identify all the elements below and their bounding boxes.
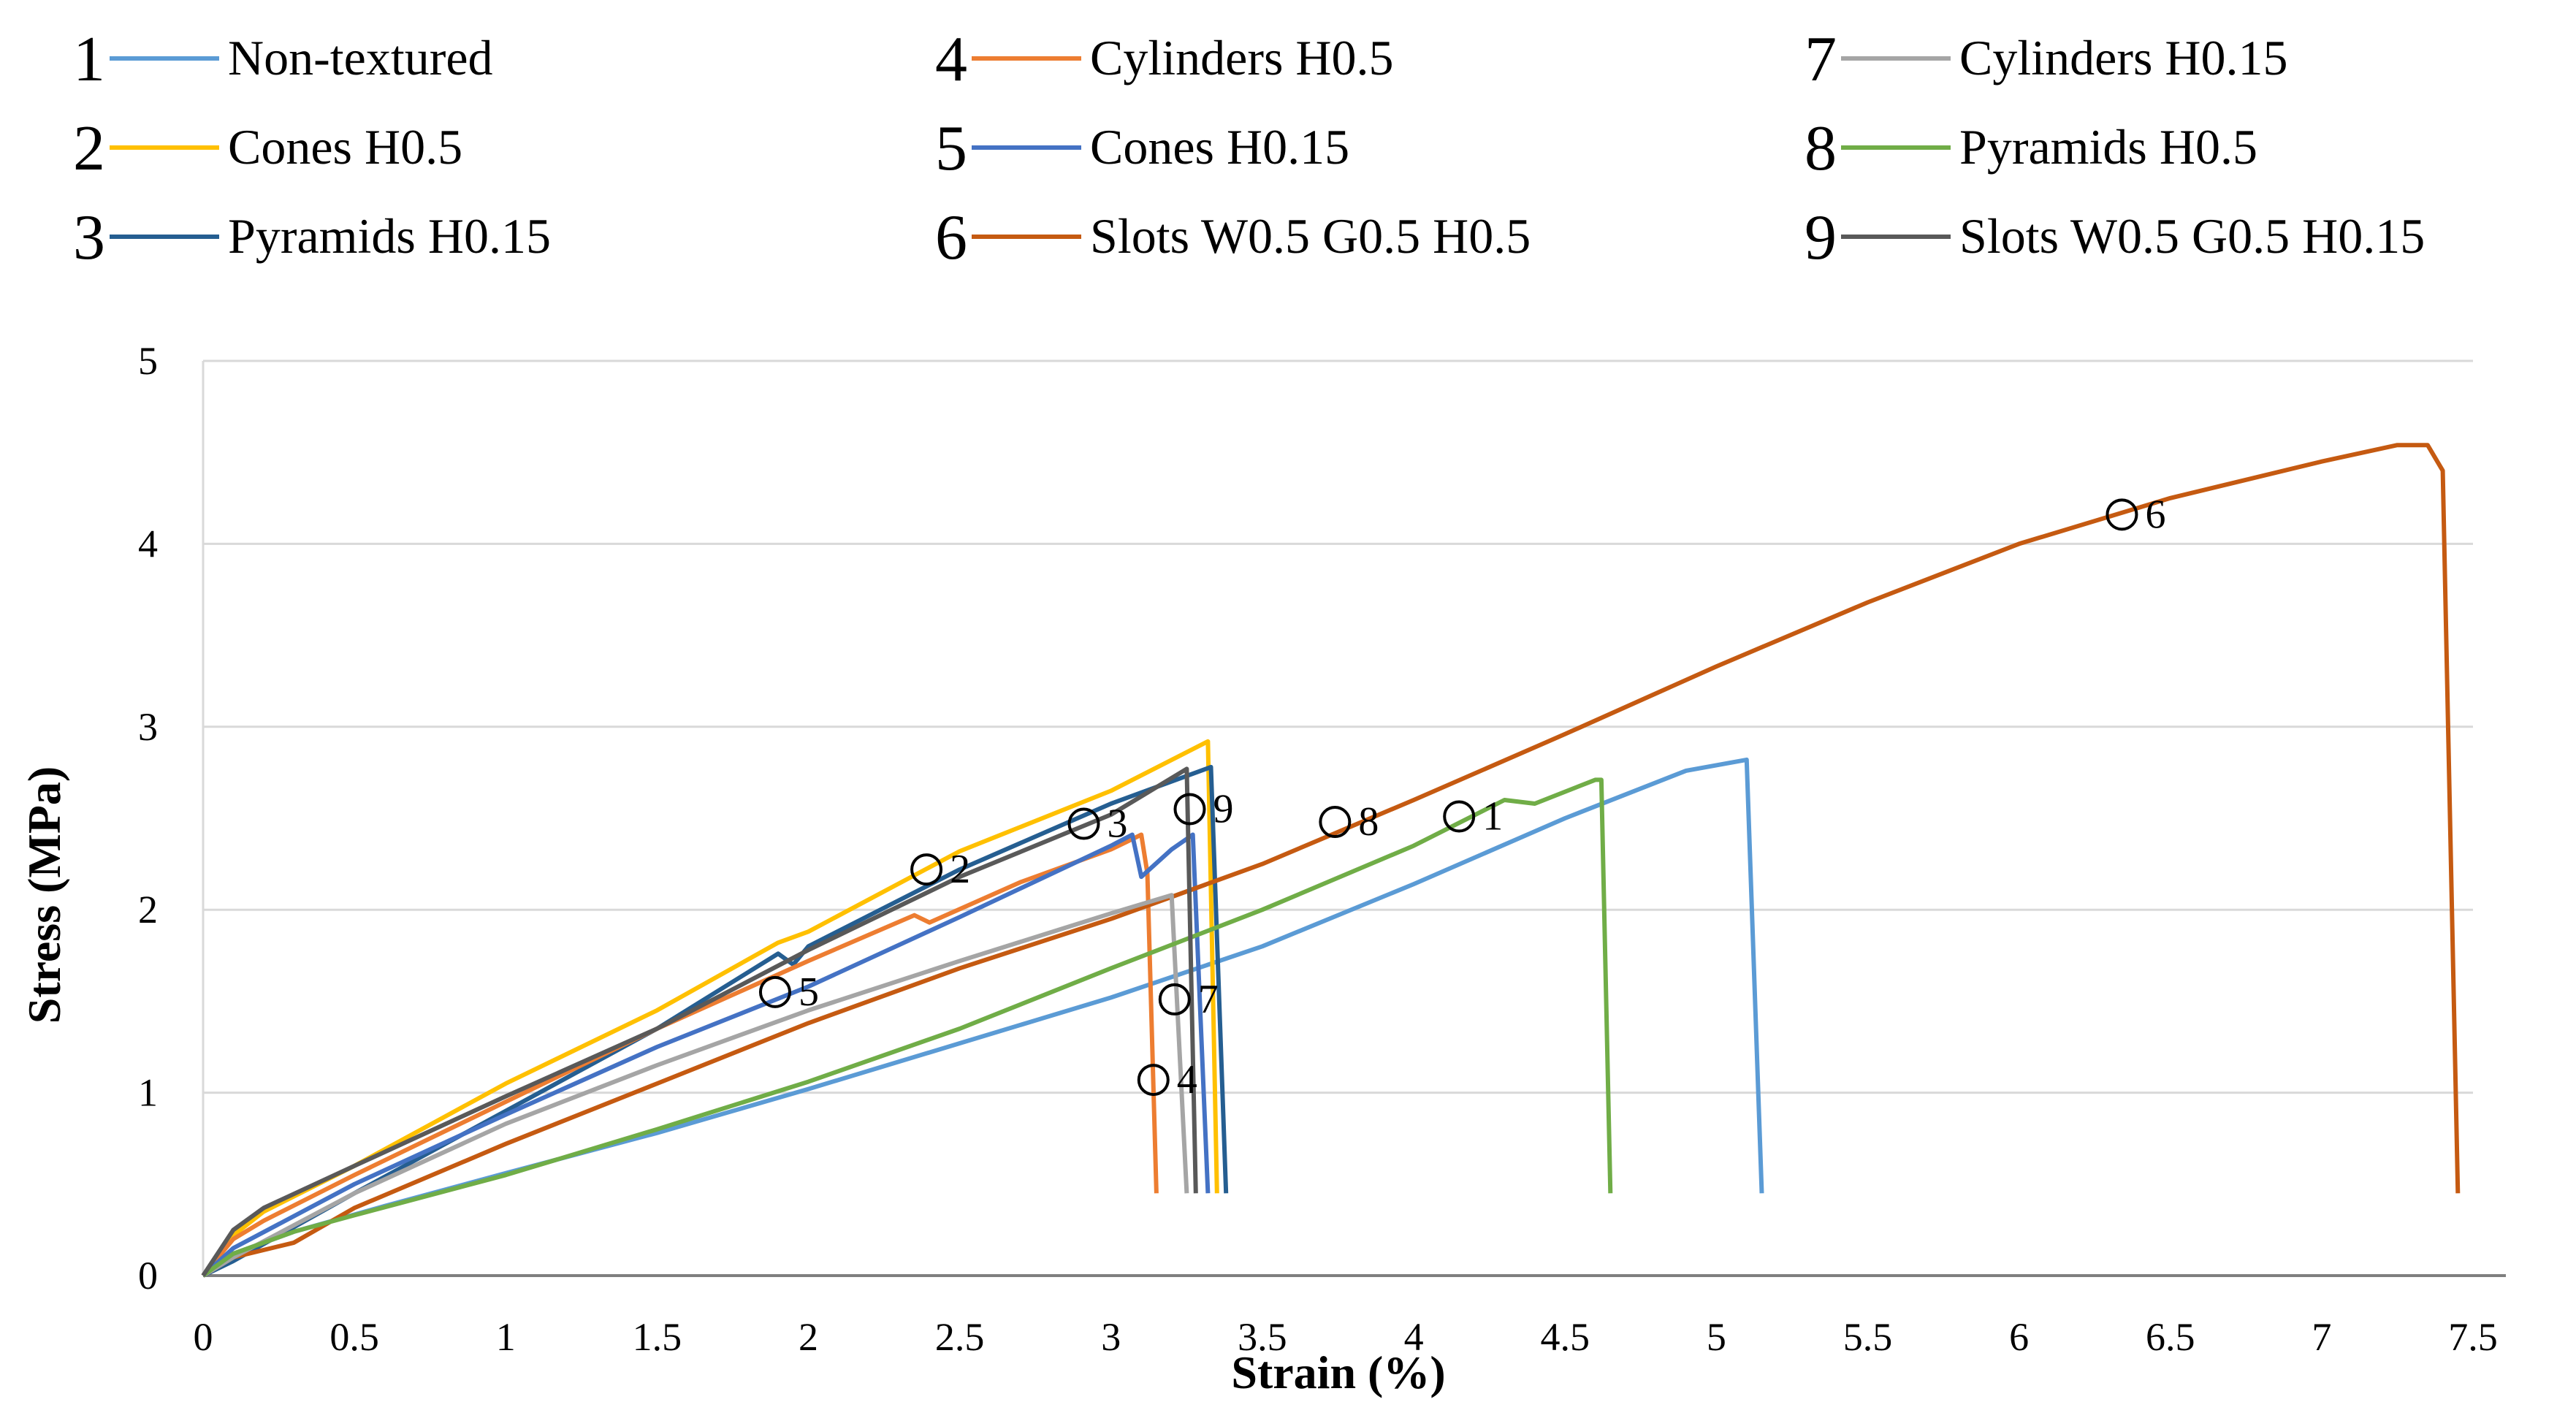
series-marker-3: [1067, 807, 1100, 840]
legend-number-2: 2: [73, 113, 105, 184]
series-line-7: [202, 893, 1189, 1278]
series-marker-label-3: 3: [1108, 801, 1128, 847]
x-tick-label: 5: [1707, 1315, 1726, 1359]
x-tick-label: 7.5: [2448, 1315, 2498, 1359]
axes: 0 1 2 3 4 5 0 0.5 1 1.5 2 2.5 3 3.5 4 4.5 5 5.5 6 6.5 7 7.5: [138, 339, 2506, 1359]
series-marker-label-6: 6: [2145, 492, 2165, 537]
markers-group: 1 2 3 4 5 6 7 8 9: [758, 492, 2165, 1102]
series-marker-9: [1173, 793, 1206, 826]
series-line-4: [201, 832, 1159, 1277]
x-tick-label: 4.5: [1540, 1315, 1590, 1359]
legend-number-6: 6: [935, 202, 967, 273]
series-line-3: [202, 764, 1229, 1278]
x-tick-label: 2: [799, 1315, 818, 1359]
x-tick-label: 7: [2312, 1315, 2331, 1359]
legend-label-8: Pyramids H0.5: [1959, 119, 2257, 175]
series-marker-label-9: 9: [1213, 786, 1234, 831]
legend-label-1: Non-textured: [228, 30, 493, 85]
legend-label-9: Slots W0.5 G0.5 H0.15: [1959, 208, 2425, 264]
legend-number-5: 5: [935, 113, 967, 184]
x-tick-label: 1: [496, 1315, 516, 1359]
legend-label-3: Pyramids H0.15: [228, 208, 551, 264]
series-line-5: [201, 832, 1211, 1278]
y-tick-label: 5: [138, 339, 158, 383]
series-marker-5: [758, 975, 791, 1008]
series-marker-label-5: 5: [799, 969, 819, 1015]
legend-label-5: Cones H0.15: [1090, 119, 1349, 175]
series-marker-7: [1158, 983, 1191, 1016]
series-marker-label-8: 8: [1358, 799, 1379, 845]
legend-number-4: 4: [935, 24, 967, 95]
y-tick-label: 2: [138, 888, 158, 932]
y-tick-label: 1: [138, 1071, 158, 1115]
series-marker-2: [910, 853, 943, 886]
series-marker-label-4: 4: [1177, 1057, 1197, 1102]
series-marker-1: [1443, 800, 1476, 833]
x-tick-label: 4: [1404, 1315, 1424, 1359]
y-tick-label: 0: [138, 1254, 158, 1298]
legend-number-9: 9: [1805, 202, 1837, 273]
legend-label-2: Cones H0.5: [228, 119, 462, 175]
x-tick-label: 5.5: [1843, 1315, 1893, 1359]
series-marker-label-1: 1: [1482, 793, 1503, 839]
x-tick-label: 1.5: [633, 1315, 682, 1359]
grid: [203, 359, 2473, 1094]
x-tick-label: 6: [2009, 1315, 2029, 1359]
series-marker-6: [2106, 498, 2138, 531]
series-line-9: [201, 766, 1198, 1277]
series-line-2: [201, 739, 1219, 1277]
legend: 1 Non-textured 2 Cones H0.5 3 Pyramids H0.15 4…: [73, 24, 2425, 273]
legend-number-1: 1: [73, 24, 105, 95]
x-tick-label: 0.5: [329, 1315, 379, 1359]
legend-label-4: Cylinders H0.5: [1090, 30, 1394, 85]
y-tick-label: 4: [138, 522, 158, 565]
series-line-8: [202, 777, 1613, 1278]
x-tick-label: 6.5: [2146, 1315, 2195, 1359]
series-marker-label-7: 7: [1198, 977, 1219, 1022]
series-line-6: [202, 443, 2461, 1278]
x-tick-label: 0: [194, 1315, 213, 1359]
legend-number-7: 7: [1805, 24, 1837, 95]
y-axis-title: Stress (MPa): [18, 766, 70, 1024]
x-axis-title: Strain (%): [1231, 1346, 1445, 1398]
series-marker-4: [1137, 1064, 1170, 1097]
legend-label-7: Cylinders H0.15: [1959, 30, 2288, 85]
legend-label-6: Slots W0.5 G0.5 H0.5: [1090, 208, 1531, 264]
x-tick-label: 2.5: [935, 1315, 985, 1359]
x-tick-label: 3: [1101, 1315, 1121, 1359]
x-tick-label: 3.5: [1238, 1315, 1287, 1359]
series-marker-8: [1319, 806, 1352, 839]
legend-number-8: 8: [1805, 113, 1837, 184]
series-marker-label-2: 2: [950, 847, 970, 892]
series-group: [201, 443, 2461, 1278]
legend-number-3: 3: [73, 202, 105, 273]
y-tick-label: 3: [138, 705, 158, 749]
